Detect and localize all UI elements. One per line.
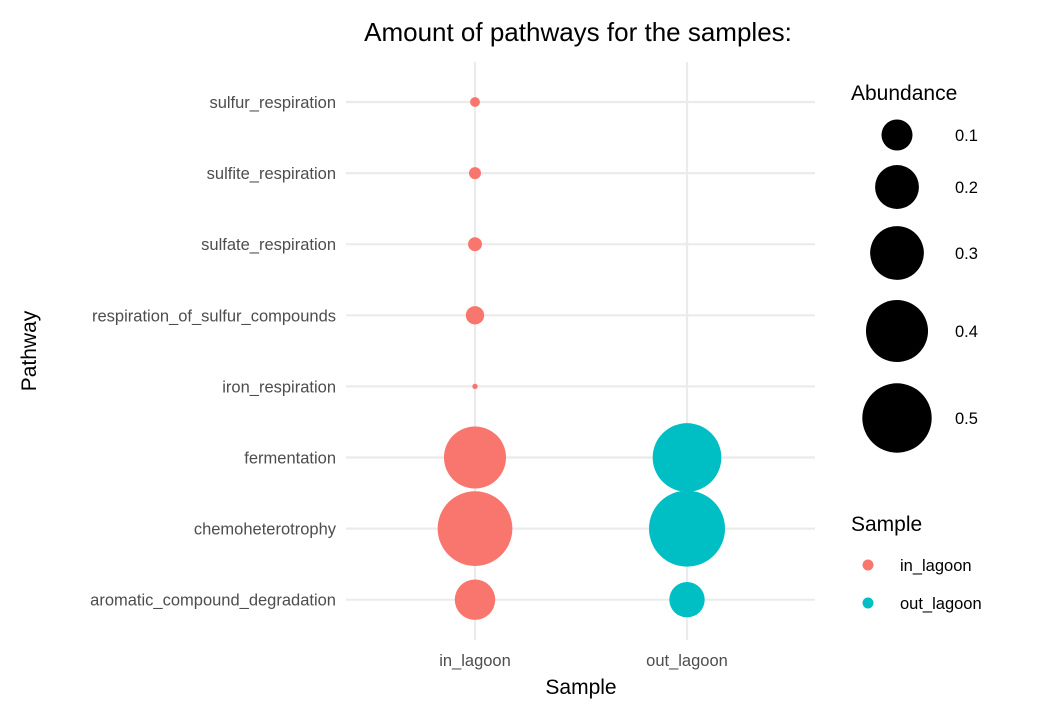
size-legend-key bbox=[881, 119, 913, 151]
y-tick-label: sulfate_respiration bbox=[201, 236, 336, 254]
size-legend-label: 0.4 bbox=[955, 323, 978, 341]
y-tick-label: respiration_of_sulfur_compounds bbox=[92, 307, 336, 325]
size-legend: Abundance 0.1 0.2 0.3 0.4 0.5 bbox=[851, 82, 978, 453]
size-legend-label: 0.5 bbox=[955, 410, 978, 428]
color-legend: Sample in_lagoon out_lagoon bbox=[851, 513, 982, 613]
x-axis-title: Sample bbox=[545, 676, 616, 699]
y-tick-label: fermentation bbox=[244, 450, 336, 468]
size-legend-label: 0.2 bbox=[955, 179, 978, 197]
bubble-out_lagoon-aromatic_compound_degradation bbox=[669, 582, 705, 618]
bubble-in_lagoon-sulfite_respiration bbox=[468, 167, 482, 180]
size-legend-key bbox=[862, 383, 932, 453]
y-tick-label: sulfur_respiration bbox=[209, 94, 336, 112]
y-tick-label: sulfite_respiration bbox=[207, 165, 336, 183]
x-axis-ticks: in_lagoon out_lagoon bbox=[439, 652, 728, 670]
bubble-in_lagoon-respiration_of_sulfur_compounds bbox=[465, 306, 485, 325]
size-legend-title: Abundance bbox=[851, 82, 957, 105]
bubbles bbox=[437, 97, 725, 620]
y-tick-label: chemoheterotrophy bbox=[194, 521, 337, 539]
bubble-in_lagoon-iron_respiration bbox=[472, 383, 478, 390]
size-legend-key bbox=[865, 299, 929, 363]
y-axis-ticks: sulfur_respiration sulfite_respirationsul… bbox=[90, 94, 337, 610]
color-legend-title: Sample bbox=[851, 513, 922, 536]
bubble-in_lagoon-sulfur_respiration bbox=[470, 97, 480, 107]
y-axis-title: Pathway bbox=[18, 310, 41, 391]
size-legend-key bbox=[875, 165, 919, 209]
bubble-in_lagoon-sulfate_respiration bbox=[468, 237, 482, 252]
color-legend-key bbox=[862, 559, 874, 571]
color-legend-label: out_lagoon bbox=[900, 595, 982, 613]
size-legend-label: 0.3 bbox=[955, 245, 978, 263]
bubble-in_lagoon-fermentation bbox=[443, 426, 507, 489]
color-legend-label: in_lagoon bbox=[900, 557, 972, 575]
bubble-in_lagoon-chemoheterotrophy bbox=[437, 491, 513, 566]
gridlines bbox=[346, 62, 815, 640]
size-legend-label: 0.1 bbox=[955, 127, 978, 145]
bubble-out_lagoon-chemoheterotrophy bbox=[649, 490, 725, 567]
x-tick-label: out_lagoon bbox=[646, 652, 728, 670]
chart-title: Amount of pathways for the samples: bbox=[364, 17, 792, 47]
bubble-out_lagoon-fermentation bbox=[652, 423, 722, 492]
y-tick-label: iron_respiration bbox=[222, 378, 336, 396]
color-legend-key bbox=[862, 597, 874, 609]
size-legend-key bbox=[870, 226, 924, 280]
x-tick-label: in_lagoon bbox=[439, 652, 511, 670]
y-tick-label: aromatic_compound_degradation bbox=[90, 592, 336, 610]
bubble-in_lagoon-aromatic_compound_degradation bbox=[454, 579, 496, 620]
